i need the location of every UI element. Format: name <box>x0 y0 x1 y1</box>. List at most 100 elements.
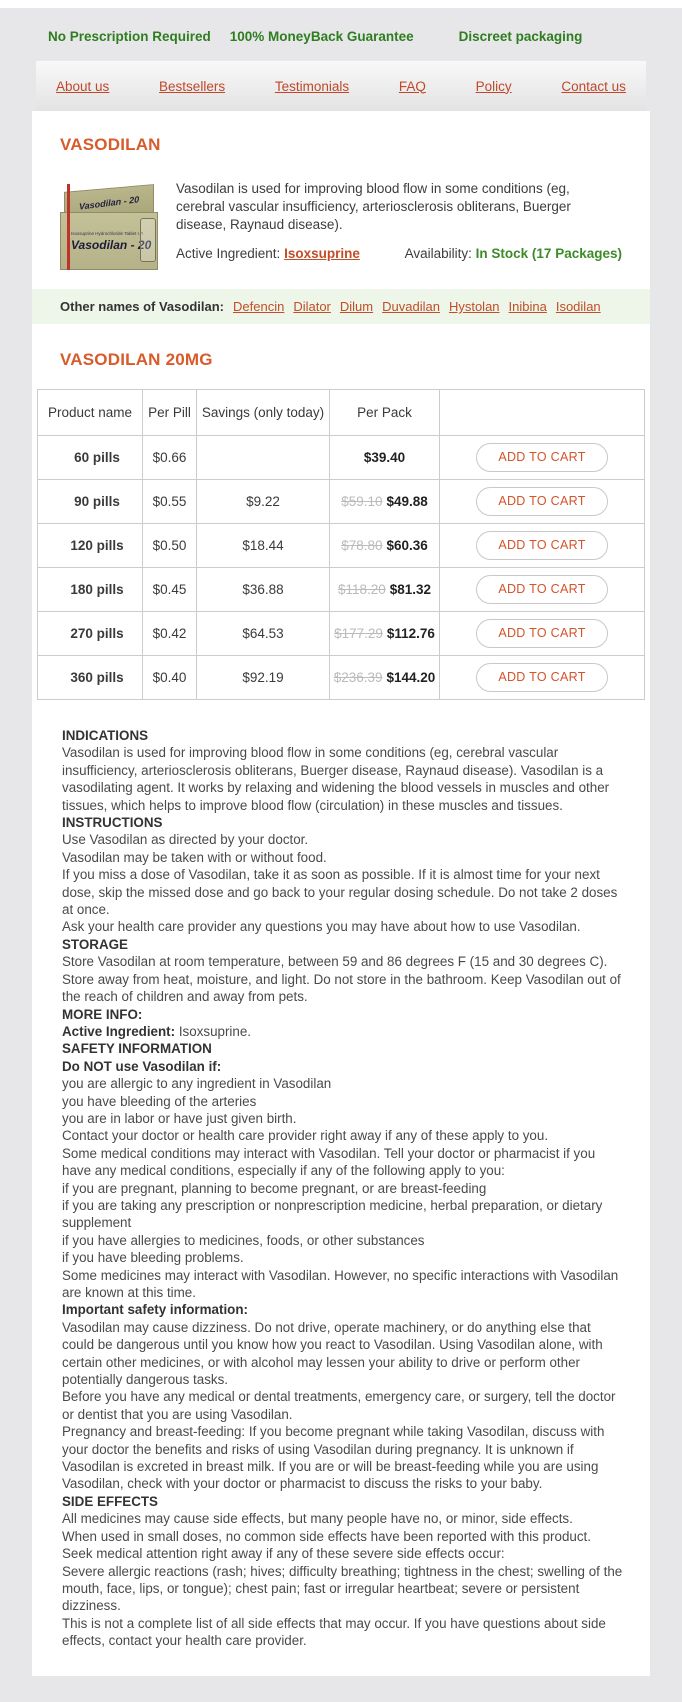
old-price: $78.80 <box>341 538 383 553</box>
nav-link[interactable]: Testimonials <box>274 78 350 94</box>
info-line: Active Ingredient: Isoxsuprine. <box>62 1023 252 1039</box>
info-line: if you have allergies to medicines, food… <box>62 1232 425 1248</box>
info-line: Store Vasodilan at room temperature, bet… <box>62 954 621 1005</box>
action-cell: ADD TO CART <box>439 567 645 612</box>
savings-cell: $64.53 <box>196 611 330 656</box>
product-name-cell: 360 pills <box>37 655 143 700</box>
info-line: SIDE EFFECTS <box>62 1493 158 1509</box>
old-price: $118.20 <box>337 582 386 597</box>
other-name-link[interactable]: Dilator <box>293 299 331 314</box>
old-price: $59.10 <box>341 494 383 509</box>
col-per-pack: Per Pack <box>329 389 440 436</box>
product-name-cell: 60 pills <box>37 435 143 480</box>
col-per-pill: Per Pill <box>142 389 197 436</box>
info-line: you have bleeding of the arteries <box>62 1093 257 1109</box>
info-line: Seek medical attention right away if any… <box>62 1546 505 1562</box>
info-line: If you miss a dose of Vasodilan, take it… <box>62 867 618 918</box>
nav-link[interactable]: About us <box>56 78 110 94</box>
info-line: INSTRUCTIONS <box>62 815 163 831</box>
current-price: $81.32 <box>389 582 432 597</box>
col-product-name: Product name <box>37 389 143 436</box>
info-line: if you are pregnant, planning to become … <box>62 1180 487 1196</box>
table-row: 120 pills $0.50 $18.44 $78.80 $60.36 ADD … <box>37 523 645 568</box>
add-to-cart-button[interactable]: ADD TO CART <box>476 575 608 604</box>
add-to-cart-button[interactable]: ADD TO CART <box>476 619 608 648</box>
page-title: VASODILAN <box>60 135 161 154</box>
product-name-cell: 180 pills <box>37 567 143 612</box>
table-row: 60 pills $0.66 $39.40 ADD TO CART <box>37 435 645 480</box>
per-pack-cell: $177.29 $112.76 <box>329 611 440 656</box>
info-line: you are allergic to any ingredient in Va… <box>62 1076 332 1092</box>
add-to-cart-button[interactable]: ADD TO CART <box>476 663 608 692</box>
current-price: $49.88 <box>386 494 428 509</box>
feature-text: 100% MoneyBack Guarantee <box>229 29 414 44</box>
per-pill-cell: $0.55 <box>142 479 197 524</box>
info-line: This is not a complete list of all side … <box>62 1615 606 1649</box>
info-line: STORAGE <box>62 936 128 952</box>
dosage-heading: VASODILAN 20MG <box>60 350 213 369</box>
box-red-stripe <box>67 184 70 270</box>
add-to-cart-button[interactable]: ADD TO CART <box>476 443 608 472</box>
savings-cell: $92.19 <box>196 655 330 700</box>
other-name-link[interactable]: Hystolan <box>448 299 500 314</box>
per-pill-cell: $0.66 <box>142 435 197 480</box>
savings-cell: $36.88 <box>196 567 330 612</box>
product-name-cell: 120 pills <box>37 523 143 568</box>
box-caption: Isoxsuprine Hydrochloride Tablet I.P. <box>71 230 144 236</box>
other-name-link[interactable]: Dilum <box>339 299 374 314</box>
table-header-row: Product name Per Pill Savings (only toda… <box>37 389 645 436</box>
feature-text: Discreet packaging <box>458 29 583 44</box>
table-row: 360 pills $0.40 $92.19 $236.39 $144.20 AD… <box>37 655 645 700</box>
per-pill-cell: $0.40 <box>142 655 197 700</box>
availability-label: Availability: <box>404 246 472 261</box>
active-ingredient-label: Active Ingredient: <box>176 246 281 261</box>
nav-link[interactable]: FAQ <box>398 78 426 94</box>
nav-link[interactable]: Contact us <box>561 78 626 94</box>
other-names-band: Other names of Vasodilan: Defencin Dilator… <box>32 289 650 324</box>
table-row: 270 pills $0.42 $64.53 $177.29 $112.76 AD… <box>37 611 645 656</box>
info-line: if you have bleeding problems. <box>62 1250 244 1266</box>
nav-link[interactable]: Policy <box>475 78 512 94</box>
info-line: Contact your doctor or health care provi… <box>62 1128 549 1144</box>
info-line: if you are taking any prescription or no… <box>62 1197 603 1231</box>
col-actions <box>439 389 645 436</box>
drug-information: INDICATIONS Vasodilan is used for improvi… <box>32 700 654 1650</box>
add-to-cart-button[interactable]: ADD TO CART <box>476 487 608 516</box>
main-nav: About us Bestsellers Testimonials FAQ Policy… <box>36 61 646 111</box>
per-pill-cell: $0.42 <box>142 611 197 656</box>
add-to-cart-button[interactable]: ADD TO CART <box>476 531 608 560</box>
action-cell: ADD TO CART <box>439 479 645 524</box>
info-line: Severe allergic reactions (rash; hives; … <box>62 1563 623 1614</box>
action-cell: ADD TO CART <box>439 655 645 700</box>
product-box-image: Vasodilan - 20 Isoxsuprine Hydrochloride… <box>60 182 160 272</box>
box-figure-art <box>140 218 156 262</box>
other-names-label: Other names of Vasodilan: <box>60 299 224 314</box>
nav-link[interactable]: Bestsellers <box>159 78 226 94</box>
other-name-link[interactable]: Isodilan <box>555 299 601 314</box>
per-pill-cell: $0.45 <box>142 567 197 612</box>
other-name-link[interactable]: Defencin <box>233 299 285 314</box>
per-pill-cell: $0.50 <box>142 523 197 568</box>
info-line: Vasodilan may be taken with or without f… <box>62 849 327 865</box>
box-brand: Vasodilan - 20 <box>71 237 152 252</box>
info-line: Do NOT use Vasodilan if: <box>62 1058 222 1074</box>
table-row: 90 pills $0.55 $9.22 $59.10 $49.88 ADD TO… <box>37 479 645 524</box>
info-line: INDICATIONS <box>62 728 149 743</box>
feature-text: No Prescription Required <box>48 29 211 44</box>
product-description: Vasodilan is used for improving blood fl… <box>176 181 571 232</box>
info-line: Vasodilan is used for improving blood fl… <box>62 745 610 813</box>
info-line: Pregnancy and breast-feeding: If you bec… <box>62 1424 605 1492</box>
info-line: Some medical conditions may interact wit… <box>62 1145 596 1179</box>
active-ingredient-link[interactable]: Isoxsuprine <box>284 246 360 261</box>
info-line: MORE INFO: <box>62 1006 143 1022</box>
ingredient-availability-row: Active Ingredient: Isoxsuprine Availabil… <box>176 246 622 261</box>
savings-cell: $18.44 <box>196 523 330 568</box>
product-section: Vasodilan - 20 Isoxsuprine Hydrochloride… <box>32 155 650 272</box>
other-name-link[interactable]: Duvadilan <box>382 299 440 314</box>
current-price: $144.20 <box>386 670 436 685</box>
other-name-link[interactable]: Inibina <box>508 299 547 314</box>
pricing-table: Product name Per Pill Savings (only toda… <box>37 389 645 700</box>
savings-cell <box>196 435 330 480</box>
info-line: All medicines may cause side effects, bu… <box>62 1511 573 1527</box>
info-line: When used in small doses, no common side… <box>62 1528 591 1544</box>
